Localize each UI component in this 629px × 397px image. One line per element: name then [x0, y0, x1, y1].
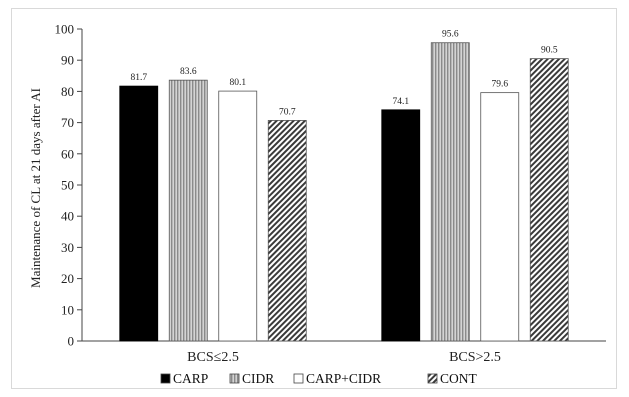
legend-label: CONT [440, 371, 478, 386]
legend-swatch [160, 373, 171, 384]
y-tick-label: 90 [61, 53, 74, 68]
y-tick-label: 40 [61, 209, 74, 224]
legend: CARP CIDR CARP+CIDR CONT [160, 371, 478, 386]
y-tick-label: 0 [68, 334, 75, 349]
y-tick-label: 50 [61, 178, 74, 193]
bar-cont-2 [529, 58, 569, 342]
legend-label: CIDR [242, 371, 274, 386]
y-tick-label: 70 [61, 115, 74, 130]
y-tick-label: 100 [55, 22, 75, 37]
data-labels: 81.7 83.6 80.1 70.7 74.1 95.6 79.6 90.5 [130, 30, 557, 118]
bars [119, 42, 569, 342]
bar-carp-1 [119, 85, 159, 342]
y-axis-label: Maintenance of CL at 21 days after AI [28, 88, 43, 288]
legend-swatch [229, 373, 240, 384]
data-label: 83.6 [180, 67, 197, 77]
y-tick-label: 60 [61, 146, 74, 161]
bar-carp-cidr-1 [218, 90, 258, 342]
data-label: 95.6 [442, 30, 459, 40]
bar-carp-2 [381, 109, 421, 342]
category-label: BCS>2.5 [449, 350, 501, 365]
data-label: 70.7 [279, 107, 296, 117]
y-tick-label: 10 [61, 302, 74, 317]
data-label: 79.6 [491, 80, 508, 90]
bar-cont-1 [267, 120, 307, 342]
legend-label: CARP [173, 371, 208, 386]
y-tick-label: 30 [61, 240, 74, 255]
bar-carp-cidr-2 [480, 92, 520, 342]
y-tick-label: 80 [61, 84, 74, 99]
legend-label: CARP+CIDR [306, 371, 381, 386]
y-tick-label: 20 [61, 271, 74, 286]
legend-swatch [293, 373, 304, 384]
data-label: 80.1 [229, 78, 246, 88]
bar-cidr-1 [168, 79, 208, 342]
x-axis-categories: BCS≤2.5 BCS>2.5 [187, 350, 501, 365]
data-label: 90.5 [541, 46, 558, 56]
data-label: 74.1 [392, 97, 409, 107]
data-label: 81.7 [130, 73, 147, 83]
bar-cidr-2 [430, 42, 470, 342]
legend-swatch [427, 373, 438, 384]
category-label: BCS≤2.5 [187, 350, 239, 365]
